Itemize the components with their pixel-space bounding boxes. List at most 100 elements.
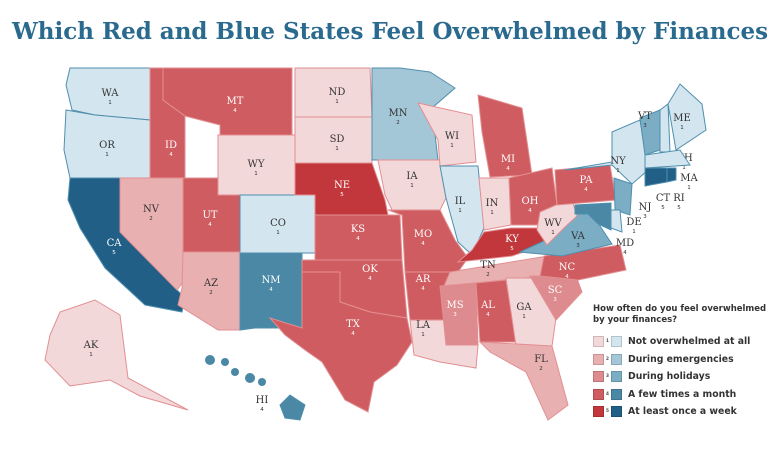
state-value: 4 bbox=[260, 407, 264, 413]
state-mi: MI4 bbox=[477, 94, 533, 178]
state-value: 5 bbox=[112, 250, 116, 256]
legend-item: 5 At least once a week bbox=[593, 403, 773, 421]
state-value: 4 bbox=[565, 274, 569, 280]
legend-label: A few times a month bbox=[628, 388, 737, 400]
state-nj: NJ3 bbox=[613, 177, 651, 220]
state-value: 1 bbox=[335, 146, 339, 152]
state-wy: WY1 bbox=[217, 134, 296, 196]
state-value: 3 bbox=[576, 243, 580, 249]
state-shape bbox=[456, 227, 549, 263]
state-value: 1 bbox=[632, 229, 636, 235]
hawaii-island bbox=[258, 378, 266, 386]
state-value: 1 bbox=[421, 332, 425, 338]
state-ms: MS3 bbox=[439, 282, 479, 346]
state-value: 1 bbox=[680, 125, 684, 131]
state-value: 1 bbox=[616, 168, 620, 174]
legend-value: 5 bbox=[605, 409, 610, 415]
state-value: 2 bbox=[539, 366, 543, 372]
state-value: 1 bbox=[687, 185, 691, 191]
hawaii-island bbox=[231, 368, 239, 376]
state-abbr: WI bbox=[445, 131, 459, 142]
state-tx: TX 4 bbox=[268, 271, 413, 413]
state-abbr: VT bbox=[637, 111, 652, 122]
state-abbr: KS bbox=[351, 224, 365, 235]
legend-item: 1 Not overwhelmed at all bbox=[593, 333, 773, 351]
state-abbr: UT bbox=[202, 210, 217, 221]
state-value: 4 bbox=[233, 108, 237, 114]
state-hi: HI4 bbox=[205, 355, 306, 421]
legend-blue-swatch bbox=[611, 353, 622, 365]
state-value: 4 bbox=[421, 241, 425, 247]
state-value: 1 bbox=[551, 230, 555, 236]
state-abbr: LA bbox=[416, 320, 431, 331]
state-abbr: WY bbox=[248, 159, 265, 170]
state-sd: SD1 bbox=[294, 116, 373, 166]
state-abbr: NY bbox=[610, 156, 626, 167]
state-abbr: MI bbox=[501, 154, 515, 165]
legend-blue-swatch bbox=[611, 388, 622, 400]
state-ct: CT5 bbox=[644, 167, 670, 211]
legend-item: 3 During holidays bbox=[593, 368, 773, 386]
state-value: 1 bbox=[522, 314, 526, 320]
state-abbr: NE bbox=[334, 180, 350, 191]
state-shape bbox=[613, 177, 633, 216]
state-shape bbox=[666, 167, 677, 183]
state-al: AL4 bbox=[475, 279, 517, 343]
state-abbr: IN bbox=[486, 198, 499, 209]
state-ky: KY5 bbox=[456, 227, 549, 263]
state-shape bbox=[162, 67, 293, 136]
state-shape bbox=[268, 271, 413, 413]
state-value: 3 bbox=[643, 123, 647, 129]
state-shape bbox=[659, 103, 671, 153]
state-value: 2 bbox=[486, 272, 490, 278]
state-shape bbox=[667, 83, 707, 151]
state-value: 1 bbox=[105, 152, 109, 158]
state-abbr: NM bbox=[262, 275, 281, 286]
state-abbr: OK bbox=[362, 264, 378, 275]
legend-value: 2 bbox=[605, 356, 610, 362]
state-abbr: ID bbox=[165, 140, 177, 151]
state-value: 4 bbox=[623, 250, 627, 256]
state-shape bbox=[610, 209, 623, 233]
state-abbr: ND bbox=[329, 87, 346, 98]
state-abbr: AR bbox=[415, 274, 431, 285]
state-value: 4 bbox=[528, 208, 532, 214]
legend-red-swatch bbox=[593, 388, 604, 400]
state-value: 1 bbox=[335, 99, 339, 105]
state-in: IN1 bbox=[478, 177, 512, 231]
legend-item: 4 A few times a month bbox=[593, 386, 773, 404]
state-md: MD4 bbox=[574, 202, 634, 256]
state-value: 1 bbox=[682, 165, 686, 171]
state-value: 5 bbox=[510, 246, 514, 252]
state-mo: MO4 bbox=[387, 209, 469, 273]
state-shape bbox=[478, 341, 569, 421]
state-shape bbox=[387, 209, 469, 273]
state-abbr: HI bbox=[256, 395, 269, 406]
state-abbr: WA bbox=[101, 88, 119, 99]
state-value: 1 bbox=[490, 210, 494, 216]
state-value: 1 bbox=[450, 143, 454, 149]
state-value: 1 bbox=[410, 183, 414, 189]
state-shape bbox=[44, 299, 189, 411]
state-abbr: ME bbox=[673, 113, 691, 124]
state-abbr: MO bbox=[414, 229, 432, 240]
state-abbr: TN bbox=[480, 260, 496, 271]
state-ri: RI5 bbox=[666, 167, 685, 211]
state-abbr: DE bbox=[626, 217, 641, 228]
state-abbr: NC bbox=[559, 262, 576, 273]
state-abbr: TX bbox=[346, 319, 361, 330]
state-value: 2 bbox=[149, 216, 153, 222]
state-value: 4 bbox=[356, 236, 360, 242]
state-value: 3 bbox=[553, 297, 557, 303]
state-value: 4 bbox=[368, 276, 372, 282]
state-abbr: CA bbox=[107, 238, 123, 249]
legend-question: How often do you feel overwhelmed by you… bbox=[593, 304, 767, 325]
state-abbr: AK bbox=[83, 340, 99, 351]
legend-red-swatch bbox=[593, 353, 604, 365]
legend-value: 4 bbox=[605, 391, 610, 397]
legend-item: 2 During emergencies bbox=[593, 351, 773, 369]
state-nd: ND1 bbox=[294, 67, 373, 118]
hawaii-island bbox=[221, 358, 229, 366]
state-az: AZ2 bbox=[177, 251, 241, 331]
state-value: 2 bbox=[209, 290, 213, 296]
